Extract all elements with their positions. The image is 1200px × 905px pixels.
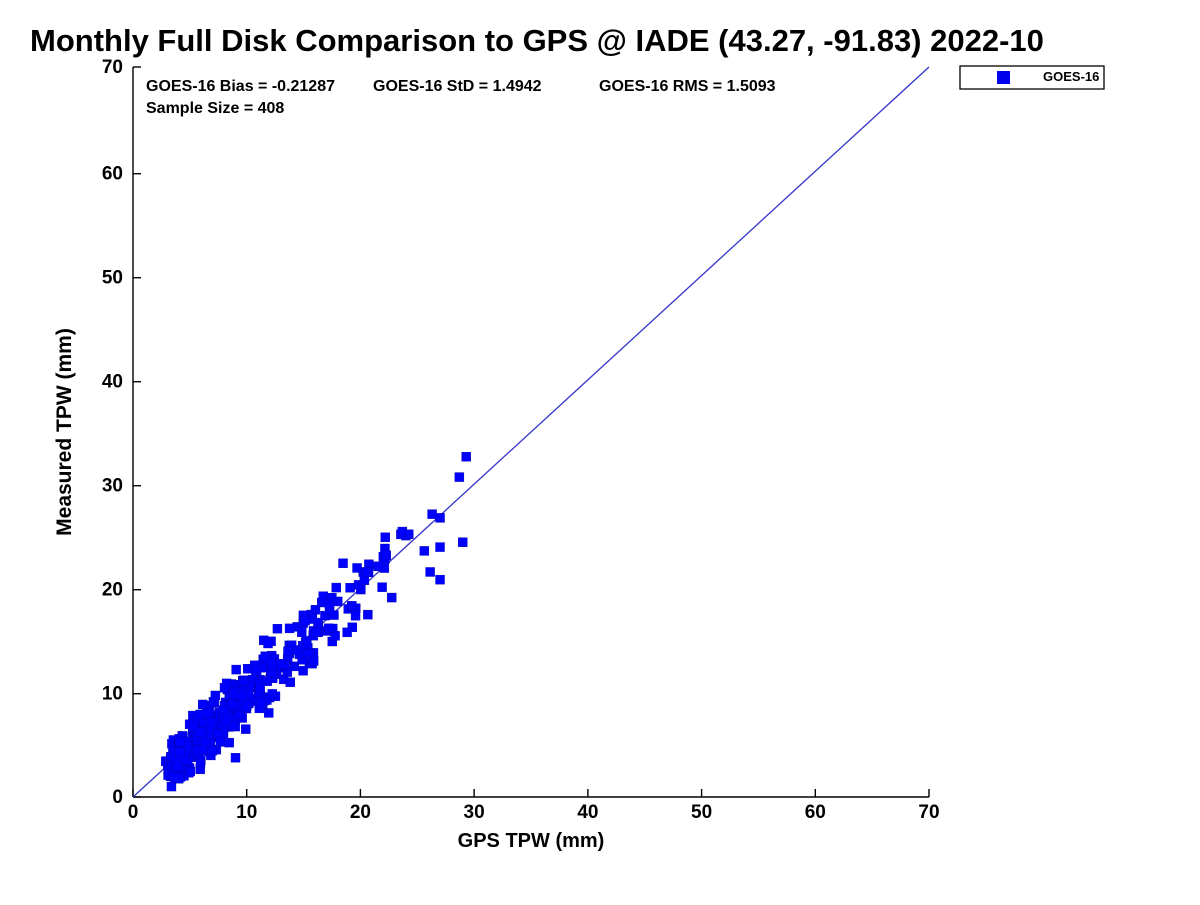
- svg-text:Measured TPW (mm): Measured TPW (mm): [53, 328, 76, 536]
- svg-text:0: 0: [128, 802, 139, 823]
- svg-text:70: 70: [102, 57, 123, 78]
- svg-text:20: 20: [102, 580, 123, 601]
- svg-text:10: 10: [102, 684, 123, 705]
- svg-text:GPS TPW (mm): GPS TPW (mm): [458, 830, 605, 852]
- svg-text:50: 50: [691, 802, 712, 823]
- svg-text:30: 30: [464, 802, 485, 823]
- svg-text:10: 10: [236, 802, 257, 823]
- svg-text:40: 40: [577, 802, 598, 823]
- svg-text:50: 50: [102, 268, 123, 289]
- svg-text:GOES-16: GOES-16: [1043, 69, 1099, 84]
- svg-text:60: 60: [102, 164, 123, 185]
- svg-text:GOES-16 Bias = -0.21287: GOES-16 Bias = -0.21287: [146, 78, 335, 95]
- svg-text:0: 0: [112, 787, 123, 808]
- svg-text:GOES-16 RMS = 1.5093: GOES-16 RMS = 1.5093: [599, 78, 776, 95]
- svg-text:60: 60: [805, 802, 826, 823]
- svg-text:GOES-16 StD = 1.4942: GOES-16 StD = 1.4942: [373, 78, 542, 95]
- svg-text:70: 70: [918, 802, 939, 823]
- svg-text:40: 40: [102, 372, 123, 393]
- svg-text:Sample Size = 408: Sample Size = 408: [146, 100, 284, 117]
- svg-text:Monthly Full Disk Comparison t: Monthly Full Disk Comparison to GPS @ IA…: [30, 23, 1044, 58]
- svg-text:20: 20: [350, 802, 371, 823]
- svg-text:30: 30: [102, 476, 123, 497]
